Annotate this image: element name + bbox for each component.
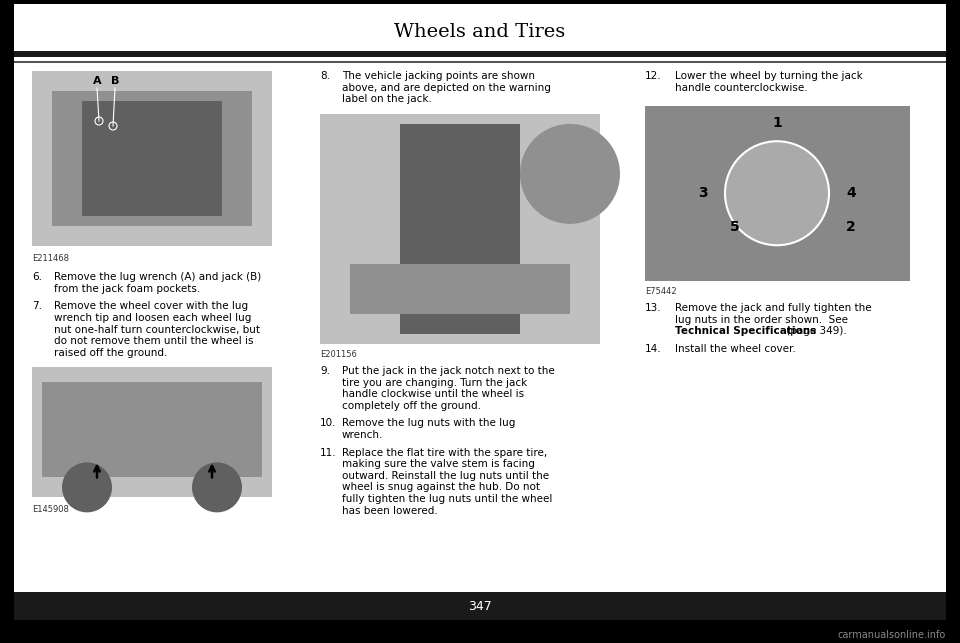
Text: 12.: 12. [645, 71, 661, 81]
Text: E145908: E145908 [32, 505, 69, 514]
Text: 347: 347 [468, 599, 492, 613]
Text: outward. Reinstall the lug nuts until the: outward. Reinstall the lug nuts until th… [342, 471, 549, 481]
Text: Wheels and Tires: Wheels and Tires [395, 23, 565, 41]
Text: lug nuts in the order shown.  See: lug nuts in the order shown. See [675, 315, 848, 325]
Text: from the jack foam pockets.: from the jack foam pockets. [54, 284, 201, 294]
Bar [52, 91, 252, 226]
Bar [350, 264, 570, 314]
Text: raised off the ground.: raised off the ground. [54, 348, 167, 358]
Bar [645, 106, 910, 281]
Text: 3: 3 [698, 186, 708, 200]
Text: completely off the ground.: completely off the ground. [342, 401, 481, 411]
Text: nut one-half turn counterclockwise, but: nut one-half turn counterclockwise, but [54, 325, 260, 334]
Text: do not remove them until the wheel is: do not remove them until the wheel is [54, 336, 253, 346]
Text: Put the jack in the jack notch next to the: Put the jack in the jack notch next to t… [342, 366, 555, 376]
Bar [32, 367, 272, 498]
Text: 1: 1 [772, 116, 781, 131]
Text: 2: 2 [846, 221, 856, 234]
Text: Technical Specifications: Technical Specifications [675, 327, 816, 336]
Text: 5: 5 [731, 221, 740, 234]
Text: E201156: E201156 [320, 350, 357, 359]
Text: Remove the jack and fully tighten the: Remove the jack and fully tighten the [675, 303, 872, 313]
Text: Remove the lug nuts with the lug: Remove the lug nuts with the lug [342, 419, 516, 428]
Bar [42, 383, 262, 477]
Text: Install the wheel cover.: Install the wheel cover. [675, 344, 796, 354]
Text: tire you are changing. Turn the jack: tire you are changing. Turn the jack [342, 377, 527, 388]
Text: Remove the lug wrench (A) and jack (B): Remove the lug wrench (A) and jack (B) [54, 272, 261, 282]
Text: fully tighten the lug nuts until the wheel: fully tighten the lug nuts until the whe… [342, 494, 552, 504]
Bar [400, 124, 520, 334]
Circle shape [62, 462, 112, 512]
Text: 6.: 6. [32, 272, 42, 282]
Bar [14, 51, 946, 57]
Text: Replace the flat tire with the spare tire,: Replace the flat tire with the spare tir… [342, 448, 547, 458]
Text: 10.: 10. [320, 419, 337, 428]
Bar [82, 101, 222, 216]
Text: Lower the wheel by turning the jack: Lower the wheel by turning the jack [675, 71, 863, 81]
Text: 8.: 8. [320, 71, 330, 81]
Circle shape [520, 124, 620, 224]
Text: The vehicle jacking points are shown: The vehicle jacking points are shown [342, 71, 535, 81]
Text: making sure the valve stem is facing: making sure the valve stem is facing [342, 459, 535, 469]
Text: above, and are depicted on the warning: above, and are depicted on the warning [342, 82, 551, 93]
Text: wheel is snug against the hub. Do not: wheel is snug against the hub. Do not [342, 482, 540, 493]
Bar [14, 61, 946, 63]
Text: 4: 4 [846, 186, 856, 200]
Text: wrench.: wrench. [342, 430, 383, 440]
Bar [320, 114, 600, 344]
Circle shape [725, 141, 829, 245]
Text: 11.: 11. [320, 448, 337, 458]
Text: A: A [93, 76, 102, 86]
Text: has been lowered.: has been lowered. [342, 506, 438, 516]
Text: Remove the wheel cover with the lug: Remove the wheel cover with the lug [54, 302, 248, 311]
Text: 7.: 7. [32, 302, 42, 311]
Text: 13.: 13. [645, 303, 661, 313]
Circle shape [192, 462, 242, 512]
Text: handle counterclockwise.: handle counterclockwise. [675, 82, 807, 93]
Bar [14, 592, 946, 620]
Text: (page 349).: (page 349). [783, 327, 847, 336]
Text: carmanualsonline.info: carmanualsonline.info [838, 630, 946, 640]
Text: 9.: 9. [320, 366, 330, 376]
Bar [32, 71, 272, 246]
Text: E211468: E211468 [32, 254, 69, 263]
Text: label on the jack.: label on the jack. [342, 95, 432, 104]
Text: handle clockwise until the wheel is: handle clockwise until the wheel is [342, 389, 524, 399]
Text: E75442: E75442 [645, 287, 677, 296]
Text: 14.: 14. [645, 344, 661, 354]
Text: wrench tip and loosen each wheel lug: wrench tip and loosen each wheel lug [54, 313, 252, 323]
Text: B: B [110, 76, 119, 86]
